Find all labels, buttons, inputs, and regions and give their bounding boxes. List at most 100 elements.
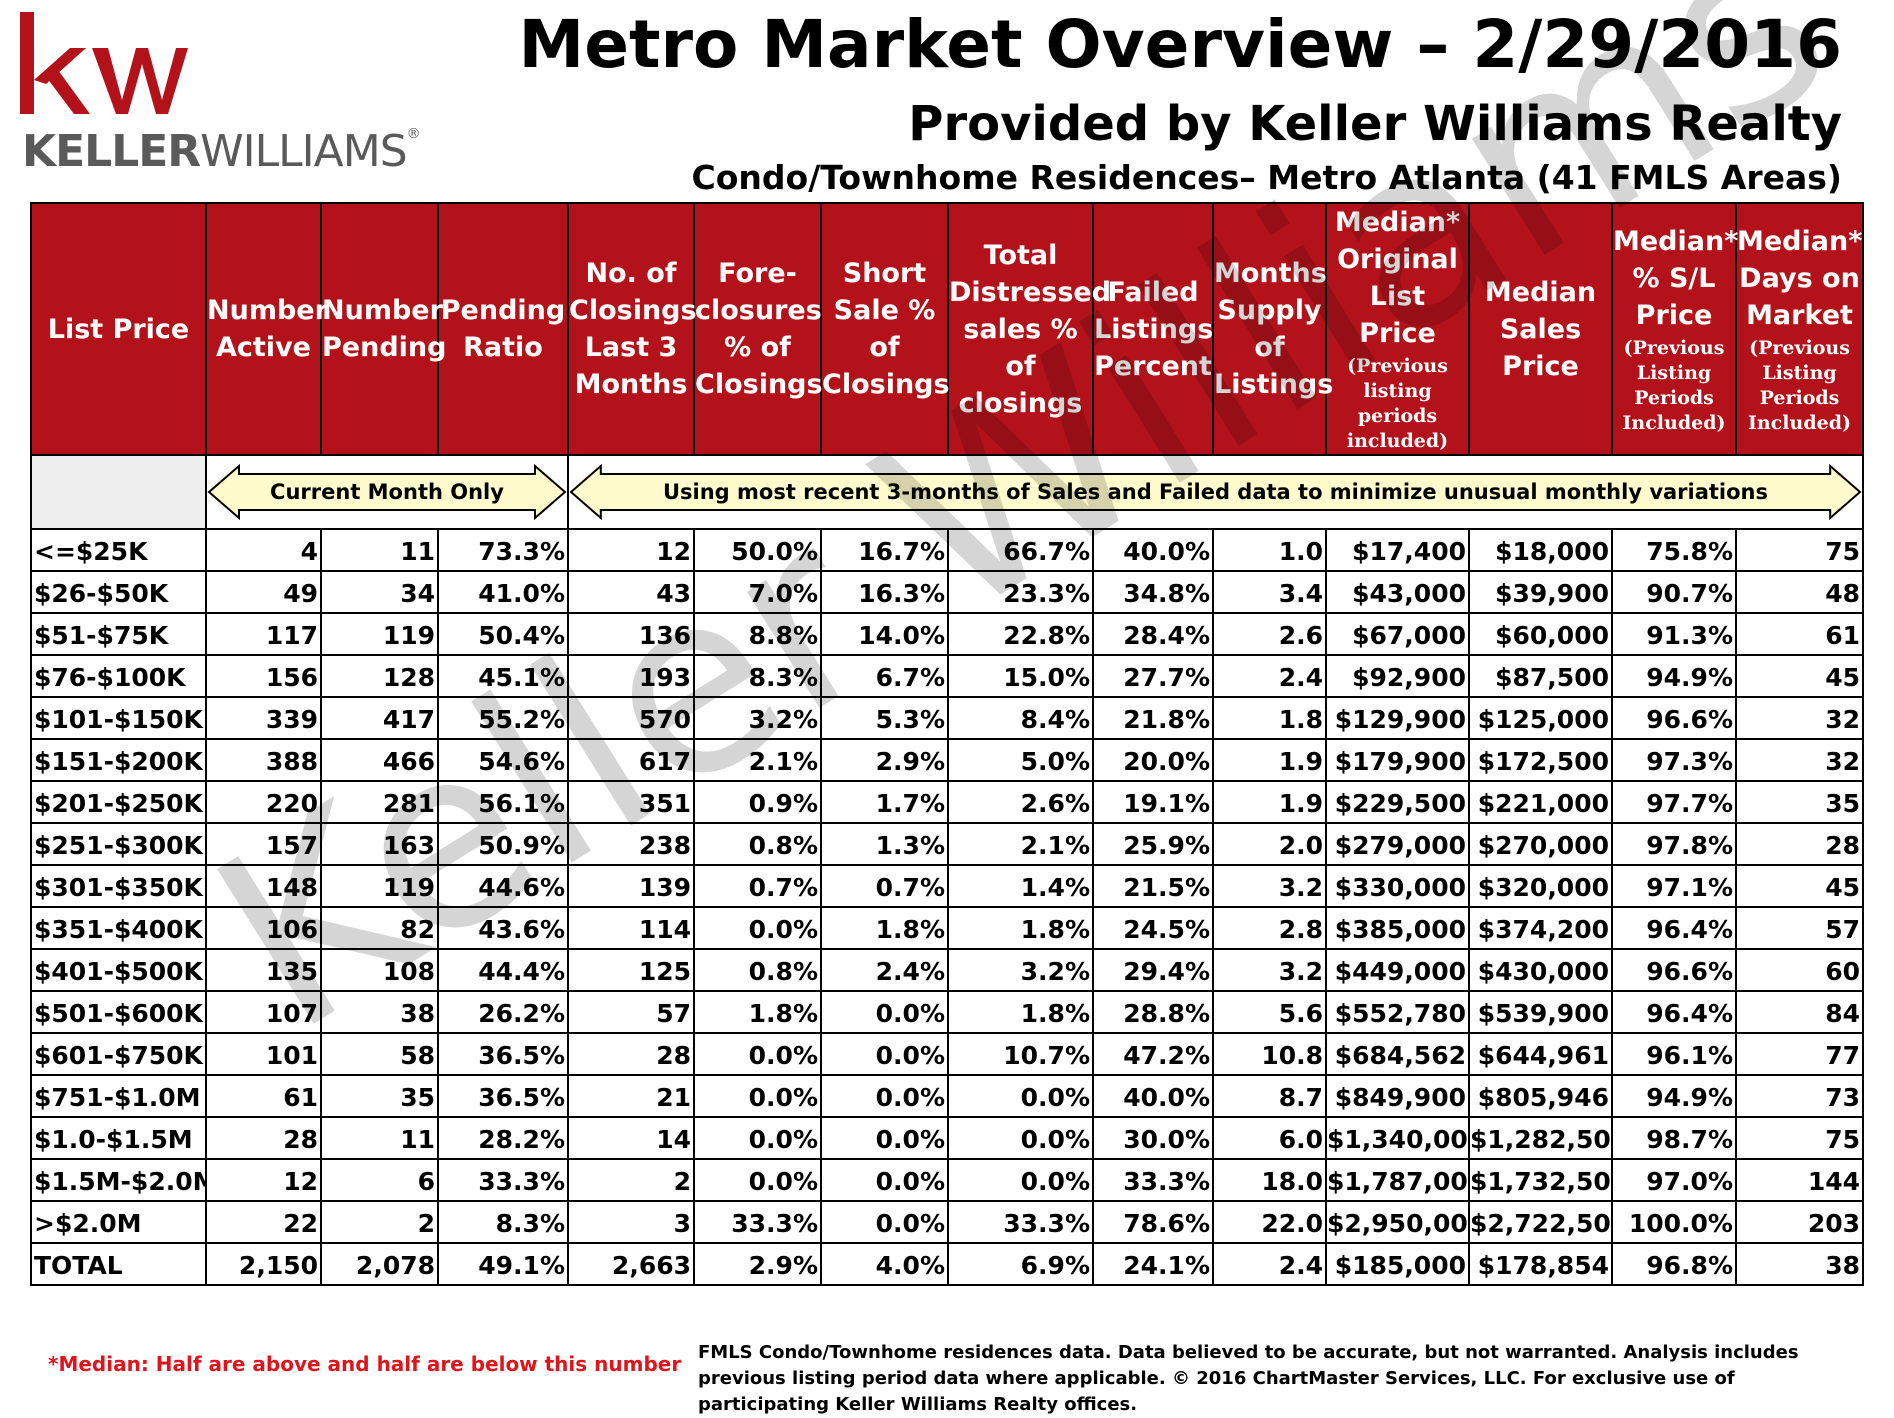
table-cell: 617 [567, 738, 695, 782]
period-note-row: Current Month Only Using most recent 3-m… [30, 454, 1864, 530]
table-row: $751-$1.0M 61 35 36.5% 21 0.0% 0.0% 0.0% 40.0% 8.… [30, 1074, 1864, 1118]
row-label: $251-$300K [30, 822, 207, 866]
table-cell: 22.8% [947, 612, 1094, 656]
table-cell: $1,732,500 [1468, 1158, 1613, 1202]
table-cell: 15.0% [947, 654, 1094, 698]
table-cell: 90.7% [1611, 570, 1737, 614]
table-cell: 0.0% [820, 1158, 949, 1202]
table-cell: 96.6% [1611, 696, 1737, 740]
table-cell: 2,150 [205, 1242, 322, 1286]
table-cell: 94.9% [1611, 654, 1737, 698]
table-cell: 60 [1735, 948, 1864, 992]
table-cell: 8.8% [693, 612, 822, 656]
row-label: $501-$600K [30, 990, 207, 1034]
table-cell: 16.7% [820, 528, 949, 572]
table-cell: 21.8% [1092, 696, 1214, 740]
table-cell: $1,282,500 [1468, 1116, 1613, 1160]
table-cell: 44.4% [437, 948, 569, 992]
table-cell: 12 [567, 528, 695, 572]
table-cell: $385,000 [1325, 906, 1470, 950]
table-cell: 1.8% [820, 906, 949, 950]
table-cell: 82 [320, 906, 439, 950]
disclaimer: FMLS Condo/Townhome residences data. Dat… [698, 1342, 1799, 1415]
table-cell: 45 [1735, 654, 1864, 698]
kw-logo-mark [20, 12, 188, 114]
table-cell: 2,078 [320, 1242, 439, 1286]
table-cell: 94.9% [1611, 1074, 1737, 1118]
table-cell: 49 [205, 570, 322, 614]
table-cell: 61 [205, 1074, 322, 1118]
table-cell: 35 [320, 1074, 439, 1118]
table-cell: $125,000 [1468, 696, 1613, 740]
row-label: >$2.0M [30, 1200, 207, 1244]
col-header-label: Number Pending [322, 295, 447, 363]
current-month-label: Current Month Only [270, 480, 504, 504]
table-cell: 40.0% [1092, 528, 1214, 572]
table-cell: $172,500 [1468, 738, 1613, 782]
table-cell: 33.3% [1092, 1158, 1214, 1202]
table-cell: 0.8% [693, 822, 822, 866]
table-row: $1.5M-$2.0M 12 6 33.3% 2 0.0% 0.0% 0.0% 33.3% 18.… [30, 1158, 1864, 1202]
table-cell: 0.9% [693, 780, 822, 824]
row-label: $76-$100K [30, 654, 207, 698]
table-cell: 96.6% [1611, 948, 1737, 992]
table-cell: 5.0% [947, 738, 1094, 782]
table-cell: 27.7% [1092, 654, 1214, 698]
row-label: $401-$500K [30, 948, 207, 992]
row-label: TOTAL [30, 1242, 207, 1286]
col-header-label: Median* Days on Market [1737, 225, 1863, 331]
table-cell: 96.4% [1611, 990, 1737, 1034]
table-cell: 91.3% [1611, 612, 1737, 656]
table-cell: 97.8% [1611, 822, 1737, 866]
col-header-label: Median* Original List Price [1334, 207, 1461, 349]
table-cell: 28 [567, 1032, 695, 1076]
table-cell: 0.0% [693, 1032, 822, 1076]
table-cell: $539,900 [1468, 990, 1613, 1034]
table-cell: 106 [205, 906, 322, 950]
table-cell: 28 [205, 1116, 322, 1160]
table-cell: $179,900 [1325, 738, 1470, 782]
table-cell: 78.6% [1092, 1200, 1214, 1244]
col-header-label: Failed Listings Percent [1094, 276, 1214, 382]
table-cell: 1.9 [1212, 738, 1327, 782]
table-cell: 43 [567, 570, 695, 614]
table-cell: 2.1% [947, 822, 1094, 866]
table-cell: 75 [1735, 1116, 1864, 1160]
table-cell: 20.0% [1092, 738, 1214, 782]
page-subtitle-region: Condo/Townhome Residences– Metro Atlanta… [691, 158, 1842, 197]
table-cell: $185,000 [1325, 1242, 1470, 1286]
table-cell: 8.4% [947, 696, 1094, 740]
table-cell: 119 [320, 864, 439, 908]
table-cell: 96.4% [1611, 906, 1737, 950]
table-cell: 56.1% [437, 780, 569, 824]
table-cell: 36.5% [437, 1074, 569, 1118]
row-label: $301-$350K [30, 864, 207, 908]
table-cell: 44.6% [437, 864, 569, 908]
table-row: TOTAL 2,150 2,078 49.1% 2,663 2.9% 4.0% 6.9% 24.… [30, 1242, 1864, 1286]
row-label: $51-$75K [30, 612, 207, 656]
table-cell: 4.0% [820, 1242, 949, 1286]
table-cell: 1.8% [693, 990, 822, 1034]
table-cell: 97.0% [1611, 1158, 1737, 1202]
table-cell: 1.8% [947, 990, 1094, 1034]
table-cell: 0.0% [947, 1158, 1094, 1202]
table-cell: $39,900 [1468, 570, 1613, 614]
table-row: $251-$300K 157 163 50.9% 238 0.8% 1.3% 2.1% 25.9… [30, 822, 1864, 866]
table-cell: 16.3% [820, 570, 949, 614]
table-cell: 35 [1735, 780, 1864, 824]
table-cell: 12 [205, 1158, 322, 1202]
table-cell: 0.0% [693, 1116, 822, 1160]
row-label: $101-$150K [30, 696, 207, 740]
table-cell: 45.1% [437, 654, 569, 698]
col-header-note: (Previous Listing Periods Included) [1622, 336, 1726, 434]
table-cell: $1,340,000 [1325, 1116, 1470, 1160]
table-cell: 21.5% [1092, 864, 1214, 908]
table-cell: 0.0% [820, 1032, 949, 1076]
table-row: $351-$400K 106 82 43.6% 114 0.0% 1.8% 1.8% 24.5%… [30, 906, 1864, 950]
table-cell: 18.0 [1212, 1158, 1327, 1202]
table-cell: $129,900 [1325, 696, 1470, 740]
table-cell: 2.0 [1212, 822, 1327, 866]
table-cell: 0.0% [693, 906, 822, 950]
col-header-label: Fore- closures % of Closings [695, 258, 823, 400]
table-cell: 139 [567, 864, 695, 908]
